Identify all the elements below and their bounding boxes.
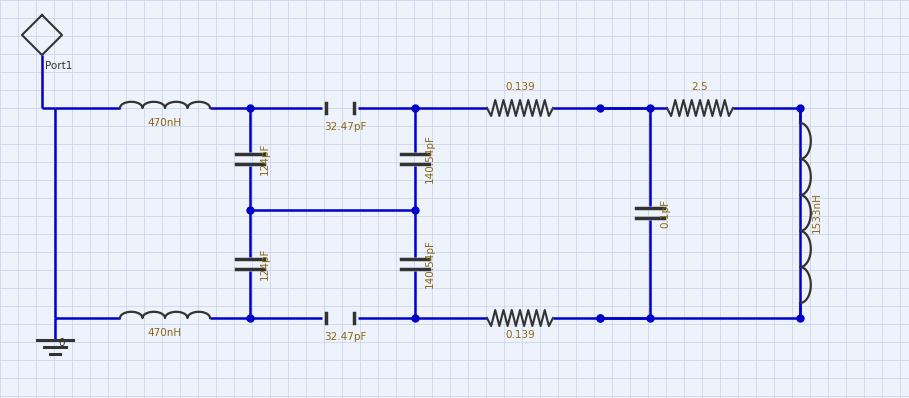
Text: Port1: Port1 bbox=[45, 61, 73, 71]
Text: 470nH: 470nH bbox=[148, 118, 182, 128]
Text: 124pF: 124pF bbox=[260, 143, 270, 175]
Text: 140.54pF: 140.54pF bbox=[425, 240, 435, 289]
Text: 32.47pF: 32.47pF bbox=[324, 332, 366, 342]
Text: 2.5: 2.5 bbox=[692, 82, 708, 92]
Text: 1533nH: 1533nH bbox=[812, 193, 822, 234]
Text: 470nH: 470nH bbox=[148, 328, 182, 338]
Text: 140.54pF: 140.54pF bbox=[425, 135, 435, 183]
Text: 0.1pF: 0.1pF bbox=[660, 199, 670, 228]
Text: 0: 0 bbox=[58, 338, 65, 348]
Text: 0.139: 0.139 bbox=[505, 82, 534, 92]
Text: 32.47pF: 32.47pF bbox=[324, 122, 366, 132]
Text: 0.139: 0.139 bbox=[505, 330, 534, 340]
Text: 124pF: 124pF bbox=[260, 248, 270, 280]
